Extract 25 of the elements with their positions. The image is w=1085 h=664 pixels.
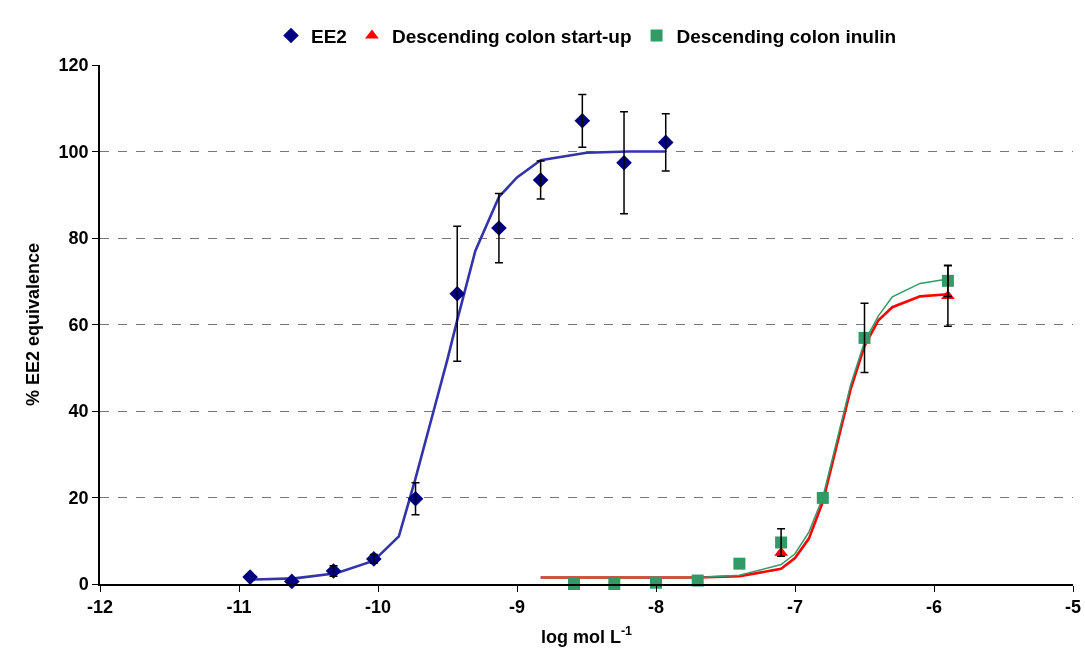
y-tick-label: 120 <box>58 55 89 76</box>
y-tick-label: 60 <box>68 314 89 335</box>
point <box>733 557 746 570</box>
x-tick-label: -9 <box>508 597 526 618</box>
x-tick-label: -11 <box>226 597 252 618</box>
x-tick-label: -7 <box>786 597 804 618</box>
x-tick-label: -12 <box>86 597 114 618</box>
y-tick-label: 20 <box>68 487 89 508</box>
y-tick-label: 100 <box>58 141 89 162</box>
point <box>284 573 300 590</box>
y-tick-label: 80 <box>68 228 89 249</box>
x-axis-title: log mol L$^{-1}$ <box>540 624 633 647</box>
x-tick-label: -6 <box>925 597 943 618</box>
y-tick-label: 40 <box>68 401 89 422</box>
legend-label: Descending colon start-up <box>391 25 632 47</box>
x-tick-label: -8 <box>647 597 665 618</box>
point <box>816 491 829 504</box>
y-axis-title: % EE2 equivalence <box>23 242 44 407</box>
y-tick-label: 0 <box>78 574 89 595</box>
point <box>242 569 258 585</box>
x-tick-label: -5 <box>1064 597 1082 618</box>
legend-label: Descending colon inulin <box>676 25 897 47</box>
point <box>858 331 871 344</box>
legend-label: EE2 <box>311 25 347 47</box>
x-tick-label: -10 <box>364 597 392 618</box>
